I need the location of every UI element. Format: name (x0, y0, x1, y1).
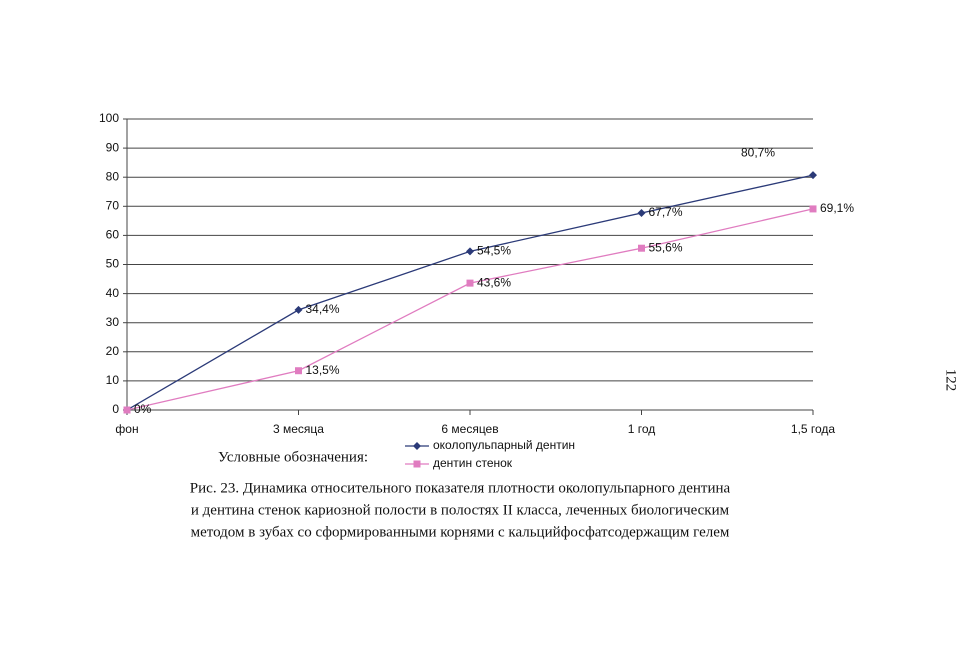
marker (295, 367, 302, 375)
x-tick-label: 6 месяцев (441, 422, 498, 436)
y-tick-label: 20 (106, 344, 120, 358)
y-tick-label: 40 (106, 286, 120, 300)
data-label: 43,6% (477, 275, 511, 289)
marker (637, 208, 646, 217)
data-label: 54,5% (477, 244, 511, 258)
data-label: 69,1% (820, 201, 854, 215)
marker (809, 171, 817, 180)
series-line (126, 208, 814, 411)
x-tick-label: фон (115, 422, 138, 436)
legend-marker (413, 460, 421, 468)
marker (466, 247, 474, 256)
y-tick-label: 10 (106, 373, 120, 387)
legend-label: околопульпарный дентин (433, 438, 575, 452)
marker (809, 205, 817, 213)
data-label: 67,7% (649, 205, 683, 219)
y-tick-label: 60 (106, 228, 120, 242)
caption-line: и дентина стенок кариозной полости в пол… (191, 502, 730, 518)
page-number: 122 (943, 369, 959, 392)
x-tick-label: 3 месяца (273, 422, 324, 436)
data-label: 55,6% (649, 240, 683, 254)
y-tick-label: 100 (99, 111, 119, 125)
marker (123, 406, 131, 414)
marker (294, 305, 303, 314)
data-label: 13,5% (306, 363, 340, 377)
y-tick-label: 70 (106, 198, 120, 212)
y-tick-label: 50 (106, 257, 120, 271)
caption-line: методом в зубах со сформированными корня… (191, 524, 730, 540)
marker (638, 244, 645, 252)
data-label: 80,7% (741, 145, 775, 159)
x-tick-label: 1,5 года (791, 422, 836, 436)
y-tick-label: 30 (106, 315, 120, 329)
y-tick-label: 80 (106, 169, 120, 183)
data-label: 0% (134, 402, 152, 416)
legend-label: дентин стенок (433, 456, 513, 470)
series-line (126, 174, 814, 411)
legend-marker (413, 442, 421, 450)
marker (466, 279, 474, 287)
y-tick-label: 90 (106, 140, 120, 154)
legend-title: Условные обозначения: (218, 449, 368, 465)
caption-line: Рис. 23. Динамика относительного показат… (190, 480, 731, 496)
data-label: 34,4% (306, 302, 340, 316)
y-tick-label: 0 (112, 402, 119, 416)
x-tick-label: 1 год (628, 422, 656, 436)
